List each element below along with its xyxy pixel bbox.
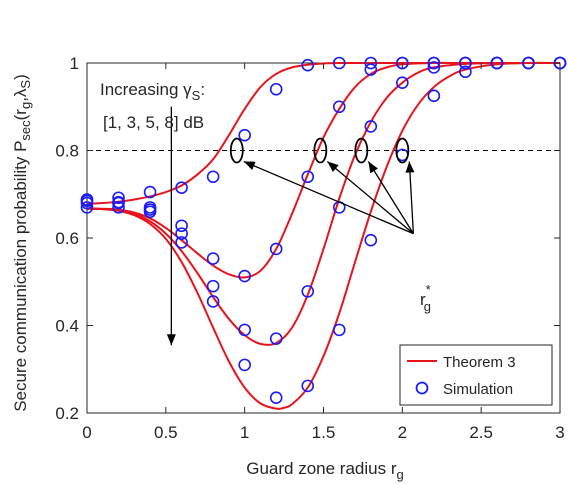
increasing-arrow-head bbox=[166, 334, 176, 346]
simulation-point bbox=[269, 82, 283, 96]
y-axis-ticks: 0.2 0.4 0.6 0.8 1 bbox=[55, 54, 560, 423]
simulation-point bbox=[396, 76, 409, 89]
simulation-point bbox=[364, 63, 378, 76]
rg-star-arrow-3 bbox=[367, 161, 414, 234]
rg-star-ellipse-3 bbox=[354, 137, 369, 164]
simulation-point bbox=[112, 196, 125, 210]
simulation-point bbox=[332, 323, 346, 337]
annotation-db-list: [1, 3, 5, 8] dB bbox=[103, 113, 204, 132]
simulation-point bbox=[490, 56, 504, 70]
simulation-point bbox=[301, 379, 315, 393]
simulation-point bbox=[459, 56, 472, 70]
y-tick-label: 1 bbox=[70, 54, 79, 73]
rg-star-ellipse-4 bbox=[395, 137, 410, 164]
simulation-point bbox=[143, 185, 157, 199]
simulation-point bbox=[206, 252, 220, 265]
rg-star-ellipses bbox=[229, 137, 410, 164]
legend: Theorem 3 Simulation bbox=[399, 344, 553, 406]
rg-star-ellipse-2 bbox=[313, 137, 328, 164]
simulation-point bbox=[364, 233, 378, 247]
x-tick-label: 0 bbox=[82, 423, 91, 442]
simulation-point bbox=[80, 196, 94, 210]
x-tick-label: 2.5 bbox=[469, 423, 493, 442]
simulation-point bbox=[269, 332, 283, 345]
simulation-point bbox=[206, 279, 220, 293]
simulation-point bbox=[175, 236, 188, 249]
legend-box bbox=[399, 344, 553, 406]
simulation-point bbox=[143, 205, 157, 219]
simulation-point bbox=[238, 128, 251, 142]
simulation-point bbox=[301, 58, 315, 72]
rg-star-arrow-1 bbox=[243, 160, 414, 235]
simulation-point bbox=[269, 242, 283, 256]
simulation-point bbox=[206, 295, 220, 308]
legend-simulation-label: Simulation bbox=[443, 381, 513, 398]
rg-star-arrow-4 bbox=[408, 161, 415, 234]
simulation-point bbox=[364, 120, 378, 133]
rg-star-ellipse-1 bbox=[229, 137, 244, 164]
x-tick-label: 3 bbox=[555, 423, 564, 442]
simulation-point bbox=[112, 201, 125, 214]
x-tick-label: 1.5 bbox=[312, 423, 336, 442]
simulation-point bbox=[238, 323, 251, 337]
rg-star-arrow-1-head bbox=[243, 161, 256, 170]
simulation-point bbox=[301, 170, 315, 184]
simulation-point bbox=[238, 358, 251, 372]
simulation-point bbox=[332, 100, 346, 114]
x-tick-label: 1 bbox=[240, 423, 249, 442]
x-tick-label: 2 bbox=[398, 423, 407, 442]
simulation-point bbox=[364, 56, 378, 70]
legend-simulation-swatch bbox=[415, 381, 429, 395]
simulation-point bbox=[175, 227, 188, 240]
simulation-point bbox=[301, 285, 315, 298]
y-tick-label: 0.6 bbox=[55, 229, 79, 248]
rg-star-arrow-2 bbox=[326, 161, 414, 235]
simulation-markers bbox=[80, 56, 567, 404]
y-axis-label: Secure communication probability Psec(rg… bbox=[11, 74, 33, 412]
simulation-point bbox=[80, 201, 94, 214]
simulation-point bbox=[175, 181, 188, 194]
y-tick-label: 0.8 bbox=[55, 142, 79, 161]
y-tick-label: 0.4 bbox=[55, 317, 79, 336]
simulation-point bbox=[427, 56, 441, 70]
rg-star-arrow-4-head bbox=[405, 161, 415, 173]
x-axis-label-sub: g bbox=[397, 467, 404, 482]
simulation-point bbox=[459, 65, 472, 79]
rg-star-arrow-3-head bbox=[368, 161, 378, 174]
simulation-point bbox=[427, 61, 441, 74]
simulation-point bbox=[238, 269, 251, 283]
simulation-point bbox=[427, 89, 441, 103]
simulation-point bbox=[206, 170, 220, 184]
legend-theory-label: Theorem 3 bbox=[443, 354, 516, 371]
annotation-increasing: Increasing γS: bbox=[100, 80, 205, 103]
simulation-point bbox=[332, 56, 346, 70]
annotation-rg-star: r* g bbox=[420, 282, 431, 314]
x-axis-ticks: 0 0.5 1 1.5 2 2.5 3 bbox=[82, 63, 565, 442]
x-axis-label: Guard zone radius rg bbox=[246, 459, 403, 482]
simulation-point bbox=[522, 56, 535, 70]
x-tick-label: 0.5 bbox=[154, 423, 178, 442]
theory-curve-4 bbox=[86, 61, 561, 410]
simulation-point bbox=[112, 191, 125, 205]
rg-star-arrow-2-head bbox=[327, 161, 339, 173]
y-tick-label: 0.2 bbox=[55, 404, 79, 423]
simulation-point bbox=[175, 219, 188, 233]
simulation-point bbox=[269, 391, 283, 404]
annotation-arrows bbox=[166, 106, 415, 346]
